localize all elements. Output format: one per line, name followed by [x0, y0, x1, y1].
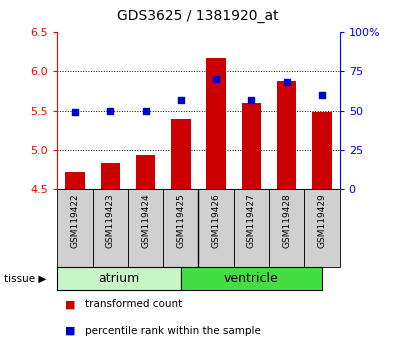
Bar — [269, 189, 305, 267]
Text: GSM119422: GSM119422 — [70, 193, 79, 248]
Bar — [277, 81, 297, 189]
Bar — [199, 189, 234, 267]
Bar — [57, 189, 92, 267]
Text: ■: ■ — [65, 326, 76, 336]
Text: GDS3625 / 1381920_at: GDS3625 / 1381920_at — [117, 9, 278, 23]
Point — [107, 108, 113, 113]
Text: GSM119423: GSM119423 — [106, 193, 115, 248]
Text: GSM119429: GSM119429 — [318, 193, 327, 248]
Point — [319, 92, 325, 98]
Text: percentile rank within the sample: percentile rank within the sample — [85, 326, 261, 336]
Bar — [128, 189, 163, 267]
Bar — [242, 103, 261, 189]
Point — [248, 97, 255, 102]
Text: atrium: atrium — [98, 272, 140, 285]
Point — [142, 108, 149, 113]
Point — [178, 97, 184, 102]
Bar — [57, 267, 181, 290]
Text: transformed count: transformed count — [85, 299, 182, 309]
Bar — [100, 164, 120, 189]
Text: tissue ▶: tissue ▶ — [4, 274, 46, 284]
Point — [72, 109, 78, 115]
Bar — [171, 119, 190, 189]
Bar — [181, 267, 322, 290]
Text: GSM119425: GSM119425 — [176, 193, 185, 248]
Bar — [305, 189, 340, 267]
Bar — [312, 112, 332, 189]
Text: GSM119428: GSM119428 — [282, 193, 291, 248]
Bar — [207, 58, 226, 189]
Bar — [136, 155, 155, 189]
Point — [284, 79, 290, 85]
Bar — [65, 172, 85, 189]
Bar — [234, 189, 269, 267]
Point — [213, 76, 219, 82]
Text: GSM119426: GSM119426 — [212, 193, 221, 248]
Text: GSM119427: GSM119427 — [247, 193, 256, 248]
Text: ■: ■ — [65, 299, 76, 309]
Text: GSM119424: GSM119424 — [141, 193, 150, 248]
Bar — [92, 189, 128, 267]
Text: ventricle: ventricle — [224, 272, 279, 285]
Bar — [163, 189, 198, 267]
